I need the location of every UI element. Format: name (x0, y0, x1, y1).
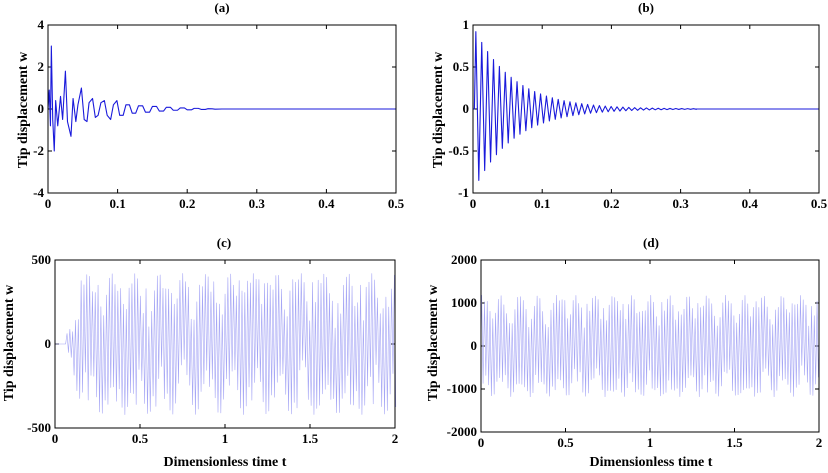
panel-c-xtick-label: 0 (52, 431, 59, 446)
panel-b-ylabel: Tip displacement w (431, 51, 446, 168)
panel-d-ytick-label: -2000 (447, 424, 477, 439)
panel-c-ylabel: Tip displacement w (2, 284, 17, 401)
panel-d-xtick-label: 0.5 (557, 435, 574, 450)
panel-b-xtick-label: 0.1 (534, 196, 550, 211)
panel-a-ticks: 0 0.1 0.2 0.3 0.4 0.5 -4 -2 0 2 4 (33, 17, 404, 211)
panel-d-xtick-label: 1 (647, 435, 654, 450)
panel-c-series-line (55, 273, 397, 415)
panel-a-xtick-label: 0 (45, 196, 52, 211)
panel-a-xtick-label: 0.5 (388, 196, 405, 211)
panel-d: (d) Tip displacement w Dimensionless tim… (426, 235, 822, 470)
panel-c-xlabel: Dimensionless time t (164, 455, 287, 470)
panel-c: (c) Tip displacement w Dimensionless tim… (2, 235, 398, 470)
panel-a-title: (a) (214, 0, 229, 15)
panel-b-ytick-label: -0.5 (448, 143, 469, 158)
panel-a-xtick-label: 0.1 (109, 196, 125, 211)
panel-b: (b) Tip displacement w 0 0.1 0.2 0.3 0.4 0.5 -… (431, 0, 828, 211)
panel-d-ytick-label: 2000 (451, 252, 477, 267)
panel-d-xtick-label: 2 (816, 435, 823, 450)
panel-a: (a) Tip displacement w 0 0.1 0.2 0.3 0.4 0.5 -… (16, 0, 405, 211)
panel-d-plot (480, 294, 820, 398)
panel-d-xlabel: Dimensionless time t (590, 455, 713, 470)
panel-b-ytick-label: -1 (458, 185, 469, 200)
panel-c-ytick-label: -500 (27, 420, 51, 435)
panel-d-ytick-label: 0 (471, 338, 478, 353)
panel-d-title: (d) (643, 235, 659, 250)
panel-a-ytick-label: 2 (38, 59, 45, 74)
panel-d-frame (480, 259, 820, 433)
panel-c-plot (55, 273, 397, 415)
panel-c-xtick-label: 2 (392, 431, 399, 446)
panel-d-ylabel: Tip displacement w (426, 284, 441, 401)
panel-b-xtick-label: 0.3 (672, 196, 689, 211)
panel-b-series-line (473, 31, 819, 181)
panel-c-ytick-label: 0 (45, 336, 52, 351)
panel-b-ytick-label: 0.5 (453, 59, 470, 74)
panel-b-ticks: 0 0.1 0.2 0.3 0.4 0.5 -1 -0.5 0 0.5 1 (448, 17, 827, 211)
panel-c-title: (c) (217, 235, 231, 250)
panel-c-xtick-label: 0.5 (132, 431, 149, 446)
panel-d-ytick-label: -1000 (447, 381, 477, 396)
panel-b-xtick-label: 0.5 (811, 196, 828, 211)
panel-a-xtick-label: 0.3 (249, 196, 266, 211)
panel-b-ytick-label: 0 (463, 101, 470, 116)
panel-d-xtick-label: 0 (478, 435, 485, 450)
panel-d-xtick-label: 1.5 (726, 435, 743, 450)
panel-b-xtick-label: 0.4 (742, 196, 759, 211)
panel-b-xtick-label: 0 (470, 196, 477, 211)
panel-d-ytick-label: 1000 (451, 295, 477, 310)
panel-c-xtick-label: 1 (222, 431, 229, 446)
panel-a-ytick-label: -4 (33, 185, 44, 200)
panel-a-xtick-label: 0.2 (179, 196, 195, 211)
panel-b-title: (b) (638, 0, 654, 15)
panel-b-frame (472, 24, 820, 194)
panel-a-ytick-label: 0 (38, 101, 45, 116)
panel-b-plot (473, 31, 819, 181)
panel-a-ytick-label: -2 (33, 143, 44, 158)
panel-b-xtick-label: 0.2 (603, 196, 619, 211)
panel-a-ylabel: Tip displacement w (16, 51, 31, 168)
panel-a-plot (47, 45, 396, 152)
panel-c-xtick-label: 1.5 (302, 431, 319, 446)
panel-a-series-line (47, 45, 396, 152)
panel-a-ytick-label: 4 (38, 17, 45, 32)
panel-d-series-line (480, 294, 820, 398)
panel-c-frame (54, 259, 396, 429)
panel-a-xtick-label: 0.4 (318, 196, 335, 211)
panel-c-ytick-label: 500 (32, 252, 52, 267)
panel-a-frame (47, 24, 397, 194)
panel-b-ytick-label: 1 (463, 17, 470, 32)
panel-d-ticks: 0 0.5 1 1.5 2 -2000 -1000 0 1000 2000 (447, 252, 823, 450)
